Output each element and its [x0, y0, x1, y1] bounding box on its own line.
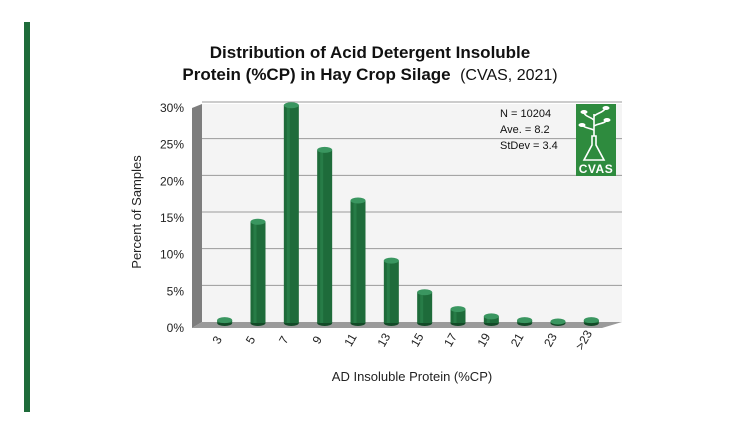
bar-11 — [350, 197, 366, 326]
x-tick-labels: 3 5 7 9 11 13 15 17 19 21 23 >23 — [209, 327, 595, 352]
bars — [217, 102, 599, 326]
bar-top — [217, 317, 233, 324]
bar-highlight — [486, 316, 490, 323]
x-tick-label: 7 — [276, 333, 292, 346]
y-tick-label: 0% — [167, 321, 185, 335]
x-tick-label: 3 — [209, 333, 225, 346]
left-accent-bar — [24, 22, 30, 412]
bar-body — [483, 316, 499, 323]
x-tick-label: 13 — [374, 330, 393, 349]
bar-top — [483, 313, 499, 320]
chart-title-source: (CVAS, 2021) — [460, 67, 558, 84]
plot-floor — [192, 322, 622, 328]
y-tick-label: 25% — [160, 138, 184, 152]
bar-highlight — [420, 292, 424, 323]
x-tick-label: 5 — [243, 333, 259, 346]
bar-top — [250, 218, 266, 225]
x-tick-label: >23 — [573, 327, 595, 352]
x-tick-label: 9 — [309, 333, 325, 346]
bar-highlight — [453, 309, 457, 323]
plot-background — [192, 104, 622, 328]
bar-highlight — [253, 221, 257, 323]
leaf-icon — [578, 106, 611, 127]
bar-15 — [417, 289, 433, 326]
bar-7 — [283, 102, 299, 326]
bar-highlight — [320, 149, 324, 323]
y-tick-label: 30% — [160, 101, 184, 115]
x-tick-label: 19 — [474, 330, 493, 349]
bar-top — [383, 257, 399, 264]
x-tick-label: 21 — [508, 330, 527, 349]
chart-title: Distribution of Acid Detergent Insoluble… — [120, 42, 620, 87]
bar-top — [283, 102, 299, 109]
bar-top — [583, 317, 599, 324]
bar-body — [383, 260, 399, 323]
bar-body — [350, 200, 366, 323]
bar-19 — [483, 313, 499, 326]
y-axis-title: Percent of Samples — [129, 155, 144, 269]
bar-top — [350, 197, 366, 204]
x-tick-label: 17 — [441, 330, 460, 349]
chart-title-line2: Protein (%CP) in Hay Crop Silage — [182, 65, 451, 84]
bar-highlight — [386, 260, 390, 323]
y-tick-labels: 0% 5% 10% 15% 20% 25% 30% — [160, 101, 184, 335]
cvas-logo: CVAS — [576, 104, 616, 176]
y-tick-label: 15% — [160, 211, 184, 225]
bar-13 — [383, 257, 399, 326]
bar-21 — [517, 317, 533, 326]
bar-top — [450, 306, 466, 313]
bar-highlight — [353, 200, 357, 323]
x-tick-label: 15 — [408, 330, 427, 349]
flask-plant-icon — [582, 108, 607, 161]
bar-3 — [217, 317, 233, 326]
bar->23 — [583, 317, 599, 326]
bar-body — [417, 292, 433, 323]
bar-17 — [450, 306, 466, 326]
stat-n: N = 10204 — [500, 108, 551, 120]
bar-top — [417, 289, 433, 296]
stats-box: N = 10204 Ave. = 8.2 StDev = 3.4 — [500, 108, 558, 152]
bar-body — [317, 149, 333, 323]
y-tick-label: 20% — [160, 174, 184, 188]
bar-body — [250, 221, 266, 323]
chart-title-line2-wrap: Protein (%CP) in Hay Crop Silage (CVAS, … — [120, 64, 620, 87]
x-tick-label: 23 — [541, 330, 560, 349]
plot-back-wall — [192, 104, 622, 328]
bar-9 — [317, 146, 333, 326]
chart-title-line1: Distribution of Acid Detergent Insoluble — [209, 43, 531, 62]
bar-top — [317, 146, 333, 153]
bar-top — [517, 317, 533, 324]
bar-23 — [550, 318, 566, 326]
y-tick-label: 5% — [167, 284, 185, 298]
bar-top — [550, 318, 566, 325]
y-tick-label: 10% — [160, 248, 184, 262]
stat-stdev: StDev = 3.4 — [500, 140, 558, 152]
cvas-logo-text: CVAS — [579, 162, 613, 176]
bar-body — [283, 105, 299, 323]
plot-side-wall — [192, 104, 202, 328]
bar-highlight — [286, 105, 290, 323]
x-tick-label: 11 — [341, 331, 360, 349]
stat-average: Ave. = 8.2 — [500, 124, 550, 136]
x-axis-title: AD Insoluble Protein (%CP) — [332, 369, 492, 384]
gridlines — [202, 101, 622, 286]
bar-5 — [250, 218, 266, 326]
